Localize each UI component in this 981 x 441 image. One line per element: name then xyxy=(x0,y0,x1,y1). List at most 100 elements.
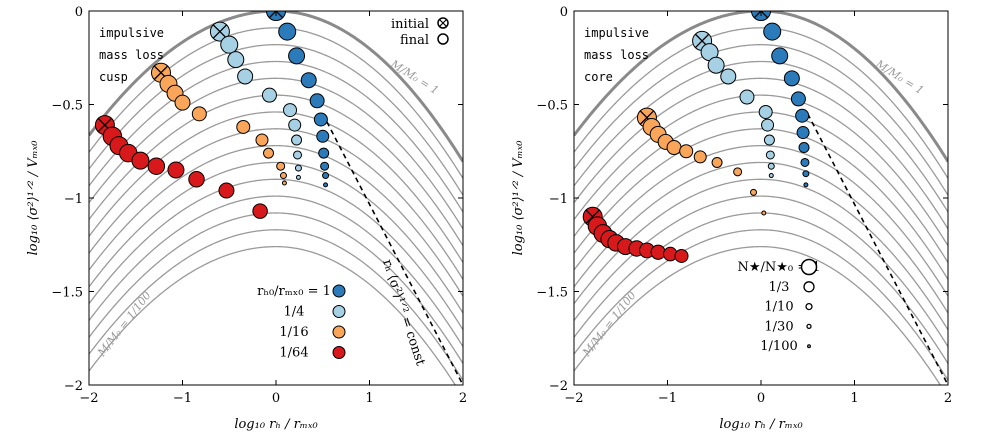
data-point xyxy=(800,157,810,167)
data-point xyxy=(765,150,775,160)
initial-marker-cross xyxy=(268,11,284,19)
data-point xyxy=(294,164,302,172)
data-point xyxy=(288,118,302,132)
y-axis-label: log₁₀ ⟨σ²⟩¹ᐟ² / Vₘₓ₀ xyxy=(26,140,41,256)
legend-size-marker xyxy=(807,344,811,349)
panel-right: −2 −1 0 1 2 0 −0.5 −1 −1.5 −2 log₁₀ rₕ / rₘₓ₀ log₁₀… xyxy=(511,5,952,432)
annotation-line: impulsive xyxy=(584,26,649,40)
mass-curve-top xyxy=(89,11,463,163)
data-point xyxy=(261,87,277,103)
mass-curve xyxy=(89,245,457,385)
annotation-line: cusp xyxy=(99,70,128,84)
const-line xyxy=(322,113,463,385)
curve-label-dashed: rₕ ⟨σ²⟩¹ᐟ² = const xyxy=(379,258,428,369)
mass-curve-top xyxy=(574,11,948,163)
data-point xyxy=(276,161,286,171)
data-point xyxy=(295,174,301,180)
data-point xyxy=(322,172,330,180)
y-tick-label: −1.5 xyxy=(536,286,568,301)
legend-entry: 1/16 xyxy=(279,325,308,340)
legend-title: N★/N★₀ = 1 xyxy=(737,260,820,275)
mass-curve xyxy=(574,161,948,314)
data-point xyxy=(323,182,329,188)
data-point xyxy=(300,72,317,89)
y-tick-label: −0.5 xyxy=(536,99,568,114)
data-point xyxy=(763,134,775,146)
series-3 xyxy=(94,115,268,219)
data-point xyxy=(679,144,694,159)
data-point xyxy=(291,134,303,146)
data-point xyxy=(283,103,298,118)
x-tick-label: 2 xyxy=(459,391,467,406)
data-point xyxy=(790,91,806,107)
x-tick-label: −1 xyxy=(658,391,677,406)
mass-curve xyxy=(574,60,948,213)
curve-label-bottom: M/M₀ = 1/100 xyxy=(580,289,639,360)
data-point xyxy=(174,94,191,111)
y-tick-label: −0.5 xyxy=(51,99,83,114)
mass-curve xyxy=(89,195,463,348)
data-point xyxy=(320,161,330,171)
mass-curve xyxy=(89,77,463,230)
data-point xyxy=(255,133,269,147)
data-point xyxy=(279,172,287,180)
legend-initial-cross xyxy=(439,19,447,27)
data-point xyxy=(733,167,743,177)
legend-title: rₕ₀/rₘₓ₀ = 1 xyxy=(257,284,331,299)
data-point xyxy=(761,118,775,132)
y-axis-label: log₁₀ ⟨σ²⟩¹ᐟ² / Vₘₓ₀ xyxy=(511,140,526,256)
data-point xyxy=(739,89,755,105)
annotation-line: mass loss xyxy=(99,48,164,62)
y-tick-label: −1 xyxy=(64,192,83,207)
series-1 xyxy=(209,21,303,180)
plot-area xyxy=(89,11,463,385)
data-point xyxy=(316,129,330,143)
data-point xyxy=(220,35,239,54)
plot-area xyxy=(574,11,948,385)
x-tick-label: 0 xyxy=(272,391,280,406)
data-point xyxy=(707,56,725,74)
x-tick-label: 1 xyxy=(850,391,858,406)
x-tick-label: 2 xyxy=(944,391,952,406)
y-tick-label: 0 xyxy=(75,5,83,20)
mass-curve xyxy=(574,94,948,247)
data-point xyxy=(798,142,810,154)
data-point xyxy=(771,47,789,65)
legend-size-marker xyxy=(800,258,818,276)
data-point xyxy=(167,161,185,179)
mass-curve xyxy=(574,77,948,230)
series-3 xyxy=(582,206,689,263)
x-tick-label: 0 xyxy=(757,391,765,406)
legend-size-marker xyxy=(806,323,812,330)
data-point xyxy=(761,210,767,216)
legend-swatch xyxy=(332,305,346,318)
data-point xyxy=(313,112,328,127)
annotation-line: impulsive xyxy=(99,26,164,40)
y-tick-label: −2 xyxy=(549,379,568,394)
x-tick-label: −2 xyxy=(79,391,98,406)
data-point xyxy=(720,68,737,85)
data-point xyxy=(783,70,800,87)
legend-entry: 1/10 xyxy=(764,300,793,315)
data-point xyxy=(802,170,810,178)
mass-curve xyxy=(574,212,948,364)
mass-curve xyxy=(89,229,463,381)
mass-curve xyxy=(574,178,948,331)
mass-curve xyxy=(574,27,948,179)
data-point xyxy=(796,126,810,140)
x-tick-label: −2 xyxy=(564,391,583,406)
mass-curve xyxy=(89,161,463,314)
data-point xyxy=(147,157,166,175)
mass-curve xyxy=(89,128,463,280)
data-point xyxy=(318,147,330,159)
x-tick-label: 1 xyxy=(365,391,373,406)
series-0 xyxy=(266,11,330,188)
data-point xyxy=(803,182,809,188)
data-point xyxy=(237,68,254,85)
legend-size-marker xyxy=(803,281,815,293)
data-point xyxy=(795,108,810,123)
data-point xyxy=(218,182,235,199)
mass-curve xyxy=(574,229,948,381)
data-point xyxy=(131,151,150,170)
